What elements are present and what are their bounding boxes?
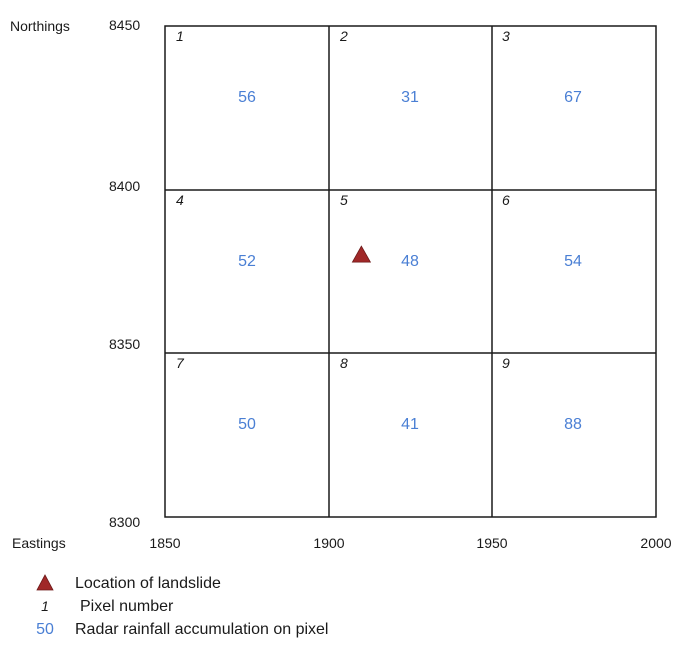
pixel-number-5: 5	[340, 192, 348, 208]
rainfall-value-7: 50	[238, 416, 256, 433]
x-tick-1900: 1900	[313, 535, 344, 551]
rainfall-value-1: 56	[238, 89, 256, 106]
x-tick-2000: 2000	[640, 535, 671, 551]
rainfall-value-3: 67	[564, 89, 582, 106]
x-tick-1850: 1850	[149, 535, 180, 551]
x-tick-1950: 1950	[476, 535, 507, 551]
y-tick-8350: 8350	[109, 336, 140, 352]
legend-pixel-symbol: 1	[41, 598, 49, 614]
rainfall-value-9: 88	[564, 416, 582, 433]
y-tick-8450: 8450	[109, 17, 140, 33]
pixel-number-9: 9	[502, 355, 510, 371]
legend-pixel-label: Pixel number	[80, 598, 174, 615]
pixel-number-3: 3	[502, 28, 510, 44]
grid-border	[164, 25, 657, 518]
y-axis-title: Northings	[10, 18, 70, 34]
rainfall-value-2: 31	[401, 89, 419, 106]
pixel-number-2: 2	[339, 28, 348, 44]
rainfall-value-8: 41	[401, 416, 419, 433]
rainfall-value-6: 54	[564, 253, 582, 270]
rainfall-value-4: 52	[238, 253, 256, 270]
pixel-number-8: 8	[340, 355, 348, 371]
legend-landslide-triangle-icon	[36, 574, 54, 591]
rainfall-value-5: 48	[401, 253, 419, 270]
x-axis-title: Eastings	[12, 535, 66, 551]
legend: Location of landslide 1 Pixel number 50 …	[36, 574, 328, 638]
legend-landslide-label: Location of landslide	[75, 575, 221, 592]
pixel-number-7: 7	[176, 355, 185, 371]
pixel-number-4: 4	[176, 192, 184, 208]
pixel-number-6: 6	[502, 192, 510, 208]
legend-rain-symbol: 50	[36, 621, 54, 638]
landslide-triangle-icon	[351, 245, 372, 263]
pixel-number-1: 1	[176, 28, 184, 44]
y-tick-8400: 8400	[109, 178, 140, 194]
legend-rain-label: Radar rainfall accumulation on pixel	[75, 621, 328, 638]
y-tick-8300: 8300	[109, 514, 140, 530]
pixel-grid	[164, 25, 657, 518]
